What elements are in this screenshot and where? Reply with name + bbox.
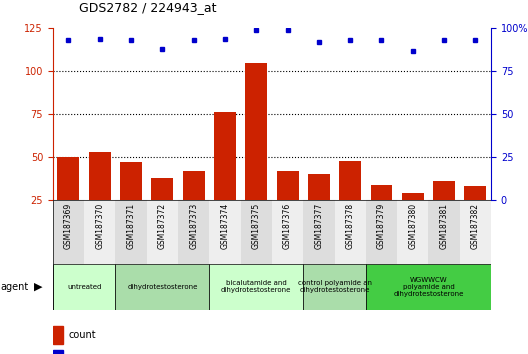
- Bar: [460, 200, 491, 264]
- Bar: [147, 200, 178, 264]
- Bar: [53, 264, 116, 310]
- Bar: [116, 200, 147, 264]
- Bar: [183, 171, 205, 200]
- Text: untreated: untreated: [67, 284, 101, 290]
- Text: GSM187378: GSM187378: [346, 203, 355, 249]
- Bar: [209, 264, 303, 310]
- Bar: [272, 200, 303, 264]
- Bar: [277, 171, 298, 200]
- Text: bicalutamide and
dihydrotestosterone: bicalutamide and dihydrotestosterone: [221, 280, 291, 293]
- Text: GSM187376: GSM187376: [283, 203, 292, 250]
- Bar: [84, 200, 116, 264]
- Bar: [428, 200, 460, 264]
- Bar: [308, 174, 330, 200]
- Text: GSM187380: GSM187380: [408, 203, 417, 249]
- Text: control polyamide an
dihydrotestosterone: control polyamide an dihydrotestosterone: [297, 280, 372, 293]
- Bar: [339, 160, 361, 200]
- Text: GSM187377: GSM187377: [314, 203, 323, 250]
- Bar: [335, 200, 366, 264]
- Text: dihydrotestosterone: dihydrotestosterone: [127, 284, 197, 290]
- Text: GSM187372: GSM187372: [158, 203, 167, 249]
- Text: GSM187381: GSM187381: [440, 203, 449, 249]
- Bar: [58, 157, 79, 200]
- Bar: [152, 178, 173, 200]
- Bar: [465, 186, 486, 200]
- Text: GSM187371: GSM187371: [127, 203, 136, 249]
- Bar: [246, 63, 267, 200]
- Text: ▶: ▶: [34, 282, 43, 292]
- Bar: [371, 184, 392, 200]
- Bar: [116, 264, 209, 310]
- Bar: [366, 264, 491, 310]
- Bar: [178, 200, 209, 264]
- Text: WGWWCW
polyamide and
dihydrotestosterone: WGWWCW polyamide and dihydrotestosterone: [393, 277, 464, 297]
- Text: GDS2782 / 224943_at: GDS2782 / 224943_at: [79, 1, 216, 14]
- Text: GSM187373: GSM187373: [189, 203, 198, 250]
- Text: GSM187370: GSM187370: [95, 203, 104, 250]
- Bar: [53, 326, 63, 344]
- Bar: [214, 113, 236, 200]
- Bar: [397, 200, 428, 264]
- Text: GSM187369: GSM187369: [64, 203, 73, 250]
- Bar: [241, 200, 272, 264]
- Bar: [120, 162, 142, 200]
- Text: count: count: [69, 330, 96, 340]
- Bar: [433, 181, 455, 200]
- Bar: [209, 200, 241, 264]
- Text: GSM187374: GSM187374: [221, 203, 230, 250]
- Text: GSM187379: GSM187379: [377, 203, 386, 250]
- Bar: [366, 200, 397, 264]
- Bar: [402, 193, 424, 200]
- Bar: [53, 200, 84, 264]
- Text: agent: agent: [1, 282, 29, 292]
- Text: GSM187375: GSM187375: [252, 203, 261, 250]
- Text: GSM187382: GSM187382: [471, 203, 480, 249]
- Bar: [303, 264, 366, 310]
- Bar: [303, 200, 335, 264]
- Bar: [53, 350, 63, 354]
- Bar: [89, 152, 111, 200]
